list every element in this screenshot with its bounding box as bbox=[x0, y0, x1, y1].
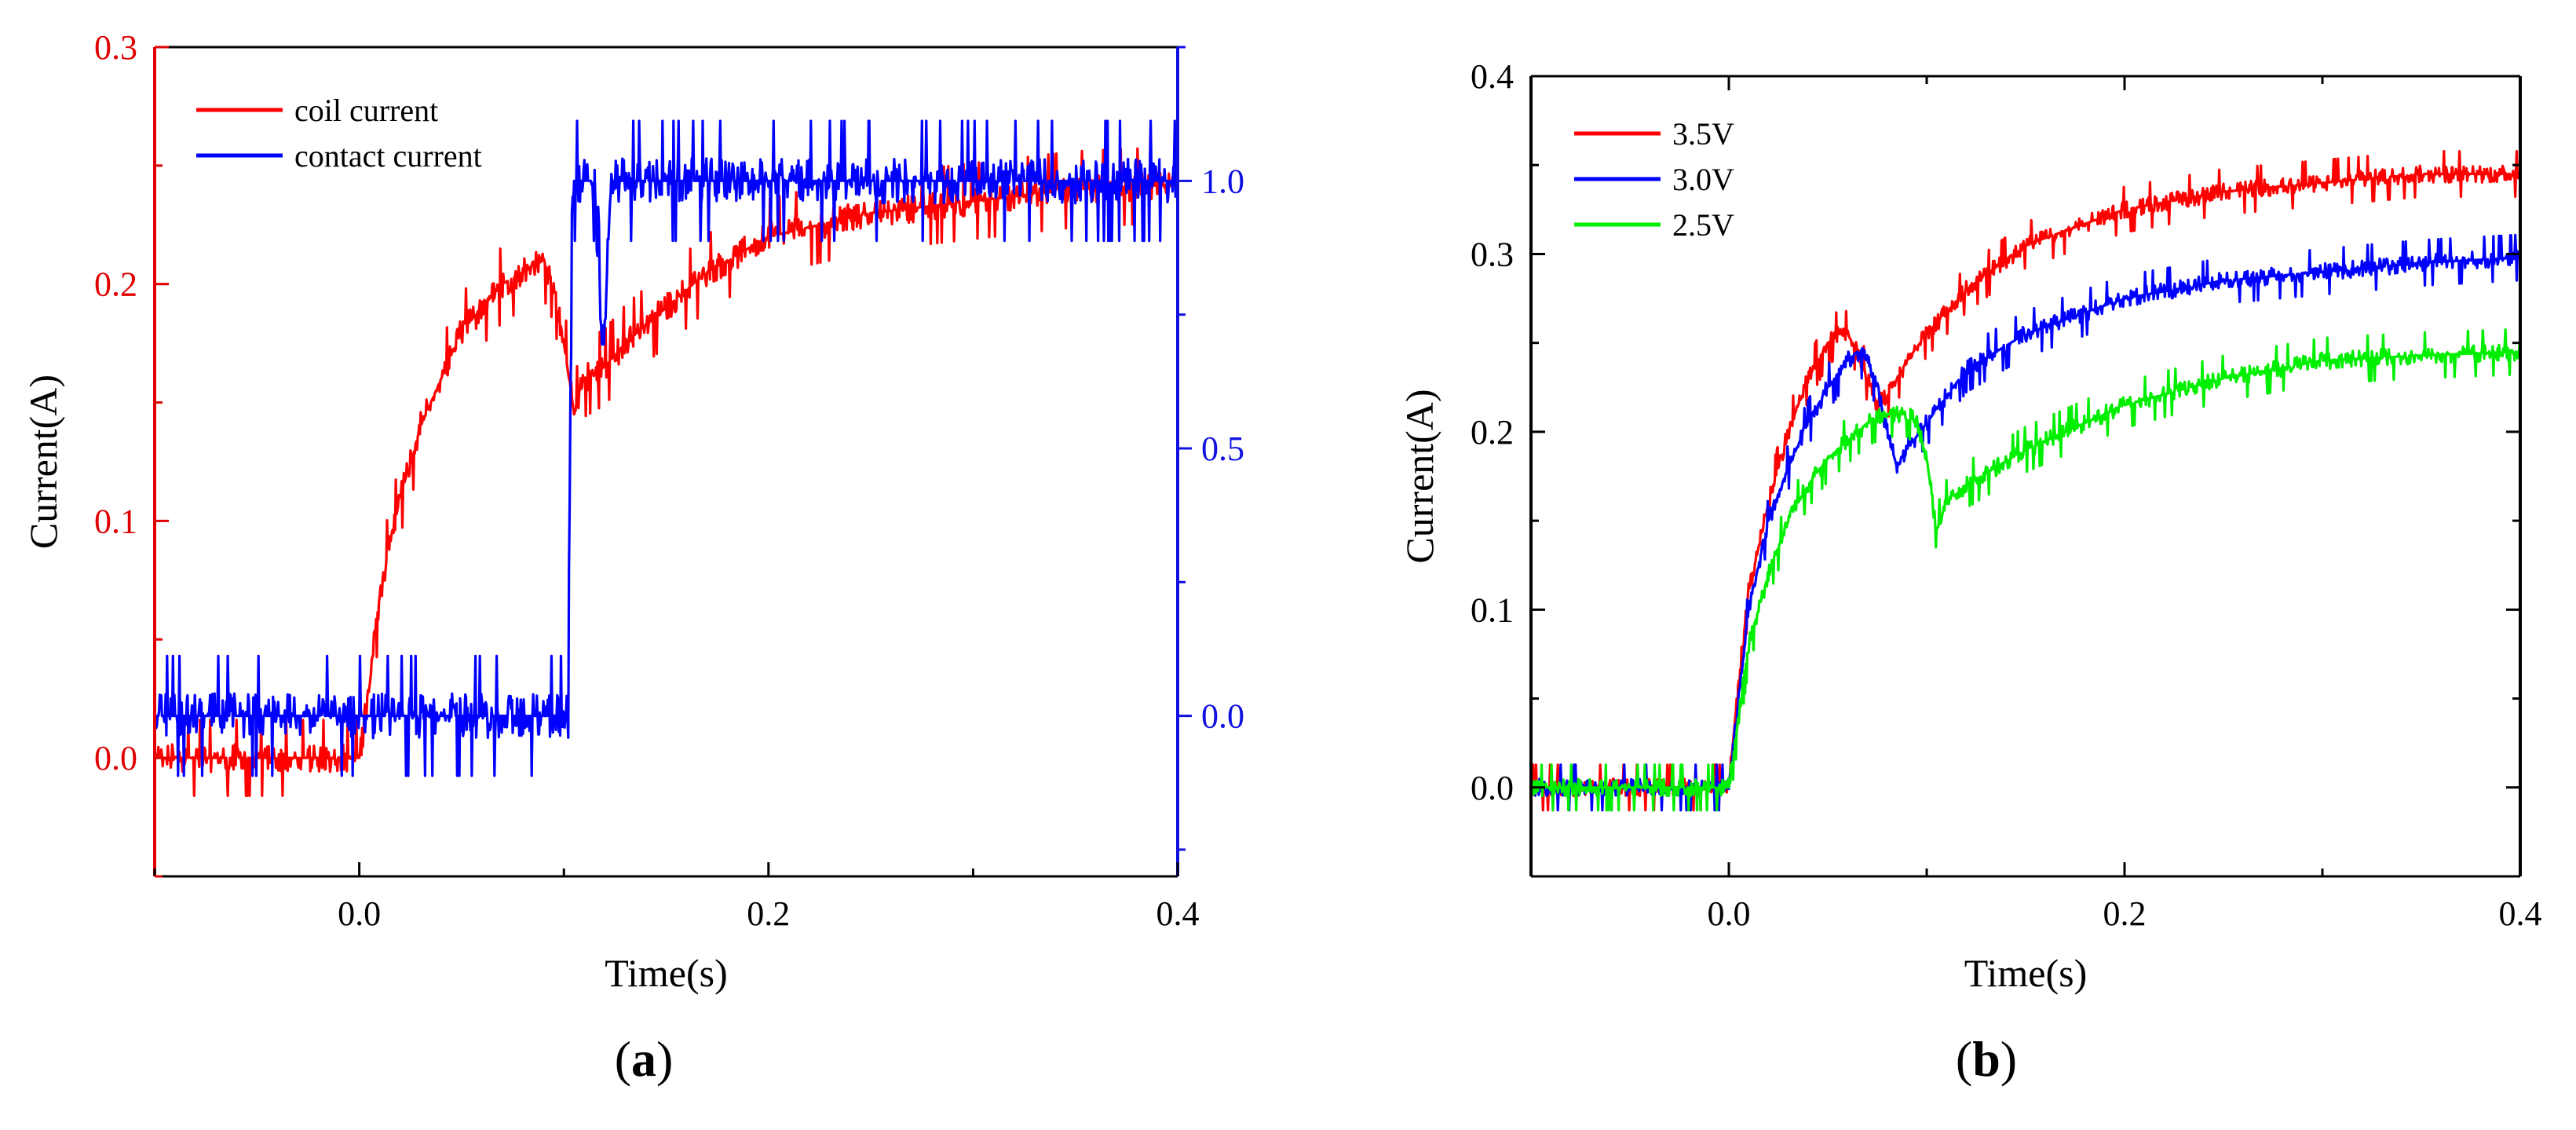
chart-panel-a: 0.0 0.2 0.4 0.0 0.1 0.2 0.3 0.0 0.5 1.0 Time(s) Cur… bbox=[21, 28, 1244, 1087]
y-tick-label: 0.0 bbox=[1471, 769, 1514, 807]
y-axis-title: Current(A) bbox=[1398, 389, 1441, 563]
caption-open-paren: ( bbox=[615, 1031, 631, 1087]
y-tick-label: 0.4 bbox=[1471, 57, 1514, 96]
caption-letter: a bbox=[631, 1031, 656, 1087]
panel-caption: (b) bbox=[1956, 1031, 2017, 1087]
x-tick-label: 0.2 bbox=[747, 894, 790, 933]
legend-label: coil current bbox=[294, 93, 438, 128]
y2-tick-label: 0.5 bbox=[1201, 430, 1244, 468]
x-tick-label: 0.4 bbox=[2499, 894, 2542, 933]
caption-open-paren: ( bbox=[1956, 1031, 1972, 1087]
series-line-2-5v bbox=[1531, 328, 2520, 812]
legend-label: 2.5V bbox=[1672, 207, 1734, 243]
series-line-contact-current bbox=[155, 119, 1178, 777]
y-tick-label: 0.3 bbox=[1471, 235, 1514, 273]
y-tick-label: 0.1 bbox=[94, 502, 137, 540]
legend-label: 3.0V bbox=[1672, 162, 1734, 197]
caption-close-paren: ) bbox=[656, 1031, 673, 1087]
caption-close-paren: ) bbox=[2001, 1031, 2017, 1087]
series-group bbox=[1531, 150, 2520, 812]
y2-tick-label: 0.0 bbox=[1201, 697, 1244, 736]
y-tick-label: 0.2 bbox=[94, 265, 137, 304]
x-tick-label: 0.0 bbox=[1708, 894, 1751, 933]
legend-label: contact current bbox=[294, 138, 482, 174]
y-axis-title: Current(A) bbox=[21, 375, 65, 549]
series-line-coil-current bbox=[155, 147, 1178, 797]
x-tick-label: 0.0 bbox=[338, 894, 381, 933]
x-tick-label: 0.2 bbox=[2103, 894, 2147, 933]
x-axis-title: Time(s) bbox=[1964, 951, 2088, 995]
series-group bbox=[155, 119, 1178, 797]
x-axis-title: Time(s) bbox=[605, 951, 728, 995]
y2-tick-label: 1.0 bbox=[1201, 162, 1244, 200]
series-line-3-0v bbox=[1531, 233, 2520, 812]
panel-caption: (a) bbox=[615, 1031, 674, 1087]
y-tick-label: 0.0 bbox=[94, 739, 137, 777]
y-tick-label: 0.3 bbox=[94, 28, 137, 67]
legend-label: 3.5V bbox=[1672, 116, 1734, 152]
x-tick-label: 0.4 bbox=[1156, 894, 1200, 933]
y-tick-label: 0.2 bbox=[1471, 413, 1514, 452]
chart-panel-b: 0.0 0.2 0.4 0.0 0.1 0.2 0.3 0.4 Time(s) Current(A… bbox=[1398, 57, 2542, 1087]
y-tick-label: 0.1 bbox=[1471, 591, 1514, 629]
caption-letter: b bbox=[1972, 1031, 2001, 1087]
